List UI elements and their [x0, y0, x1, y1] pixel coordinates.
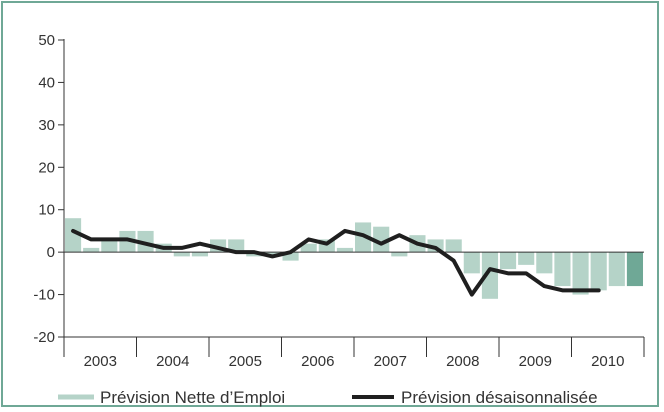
- bar: [174, 252, 190, 256]
- y-tick-label: -10: [33, 287, 55, 304]
- y-tick-label: 10: [38, 202, 55, 219]
- x-tick-label: 2003: [84, 353, 117, 370]
- y-tick-label: -20: [33, 329, 55, 346]
- x-tick-label: 2010: [591, 353, 624, 370]
- bar: [464, 252, 480, 273]
- y-tick-label: 30: [38, 117, 55, 134]
- bar: [573, 252, 589, 294]
- bar-series: [65, 218, 643, 299]
- bar: [391, 252, 407, 256]
- x-tick-label: 2009: [519, 353, 552, 370]
- bar: [591, 252, 607, 290]
- x-tick-label: 2004: [156, 353, 189, 370]
- bar: [83, 248, 99, 252]
- bar: [446, 239, 462, 252]
- legend: Prévision Nette d’Emploi Prévision désai…: [58, 388, 598, 407]
- x-tick-label: 2005: [229, 353, 262, 370]
- bar: [192, 252, 208, 256]
- x-tick-label: 2007: [374, 353, 407, 370]
- legend-label-line: Prévision désaisonnalisée: [401, 388, 598, 407]
- y-tick-label: 20: [38, 159, 55, 176]
- bar: [337, 248, 353, 252]
- x-tick-label: 2008: [446, 353, 479, 370]
- x-tick-label: 2006: [301, 353, 334, 370]
- bar: [609, 252, 625, 286]
- bar: [500, 252, 516, 269]
- y-tick-label: 40: [38, 74, 55, 91]
- legend-label-bars: Prévision Nette d’Emploi: [100, 388, 285, 407]
- bar: [536, 252, 552, 273]
- bar: [554, 252, 570, 286]
- bar: [627, 252, 643, 286]
- y-tick-label: 50: [38, 32, 55, 49]
- bar: [518, 252, 534, 265]
- y-tick-label: 0: [47, 244, 55, 261]
